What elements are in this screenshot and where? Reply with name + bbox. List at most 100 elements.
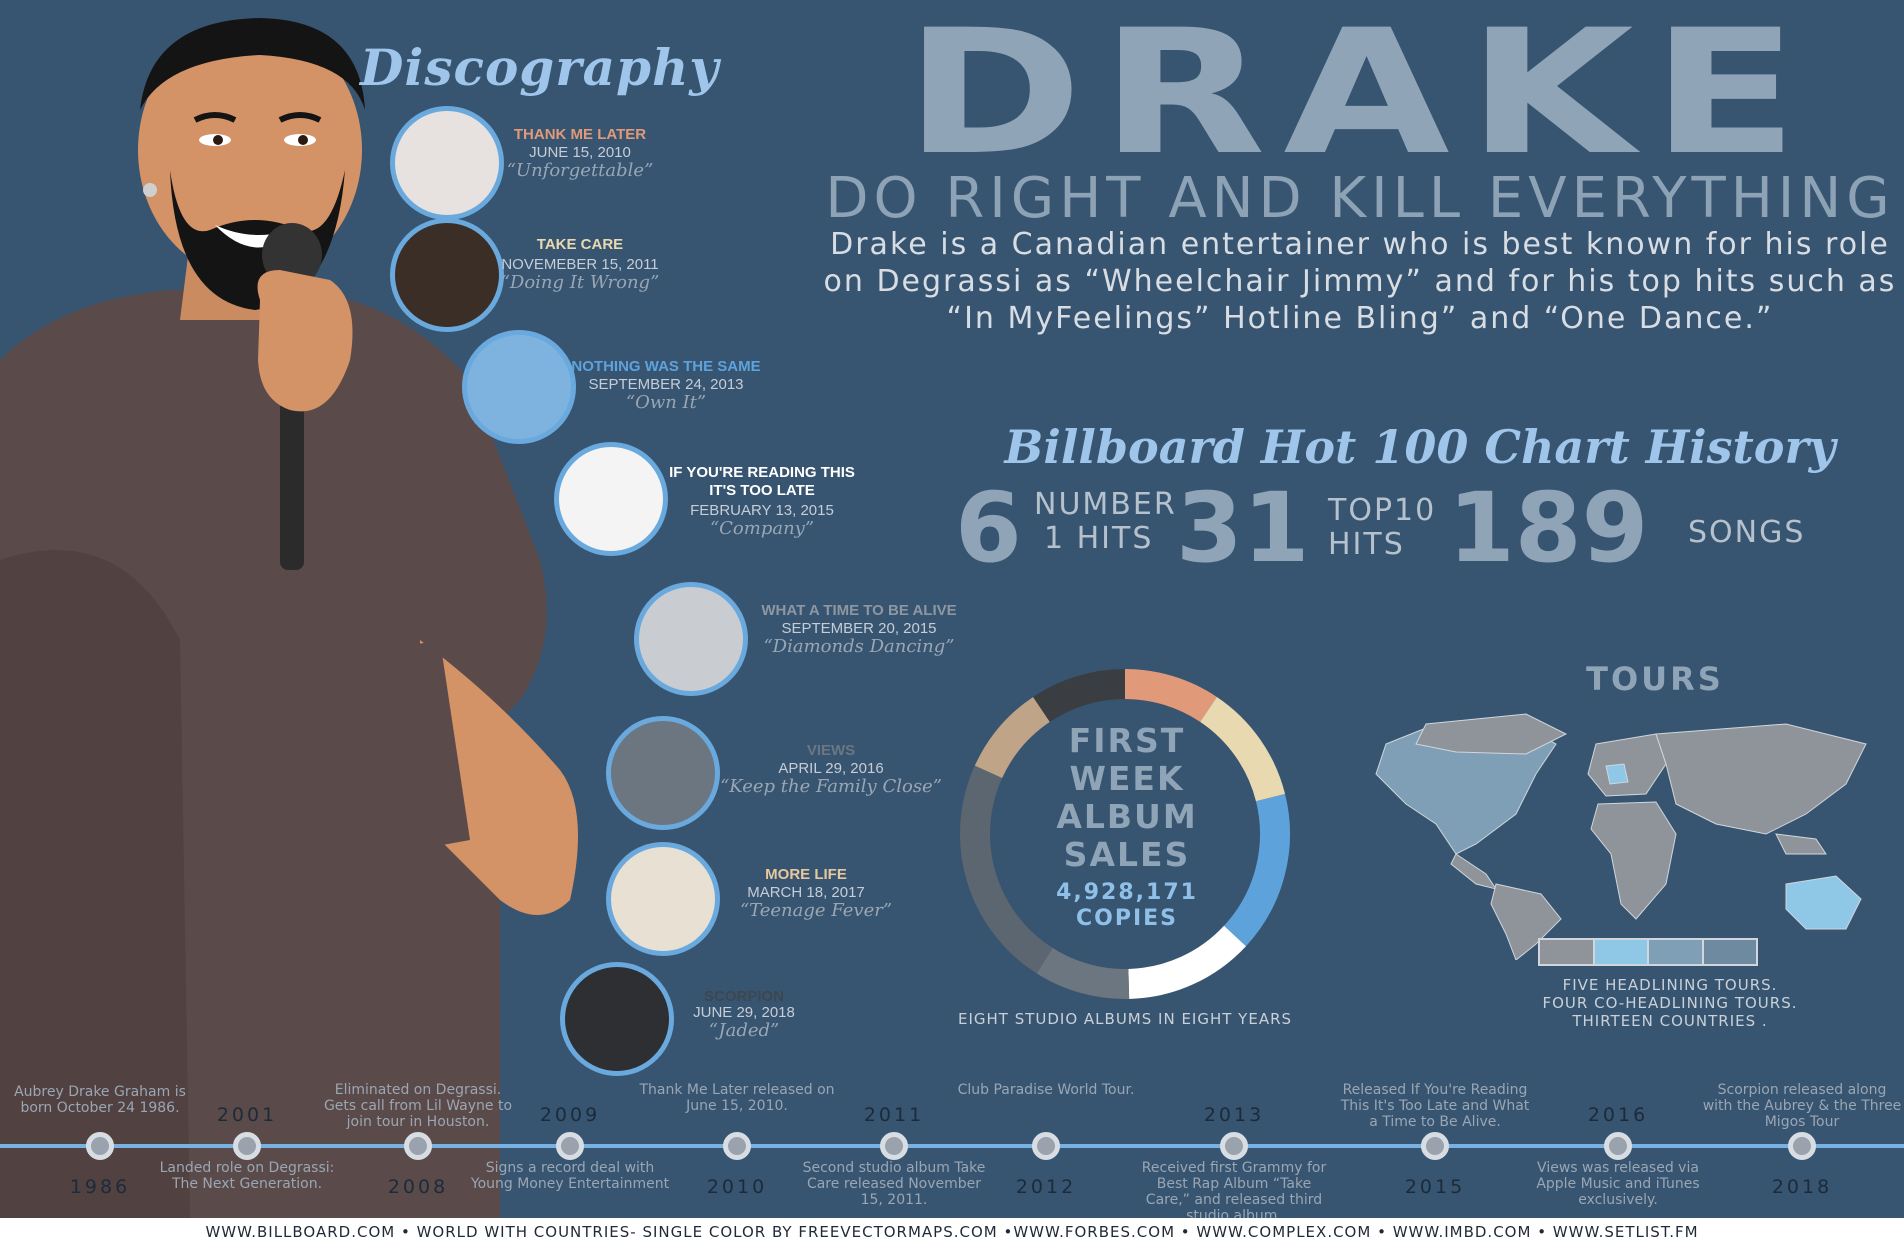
ring-segment xyxy=(960,765,1053,974)
legend-swatch xyxy=(1649,940,1704,964)
sales-total: 4,928,171 xyxy=(1056,880,1198,905)
top-ten-count: 31 xyxy=(1176,472,1310,584)
timeline-line xyxy=(0,1144,1904,1148)
album-title: WHAT A TIME TO BE ALIVE xyxy=(761,602,957,619)
australia xyxy=(1785,875,1862,930)
timeline-event: Received first Grammy for Best Rap Album… xyxy=(1141,1160,1327,1224)
legend-swatch xyxy=(1540,940,1595,964)
sales-heading: FIRST WEEK ALBUM SALES xyxy=(1030,722,1224,874)
albums-caption: EIGHT STUDIO ALBUMS IN EIGHT YEARS xyxy=(957,1010,1293,1028)
album-date: FEBRUARY 13, 2015 xyxy=(690,502,834,519)
album-song: “Unforgettable” xyxy=(506,160,654,181)
south-america xyxy=(1490,883,1562,960)
timeline-dot xyxy=(880,1132,908,1160)
sales-heading-line: ALBUM xyxy=(1056,797,1198,836)
timeline-event: Aubrey Drake Graham is born October 24 1… xyxy=(14,1084,186,1116)
timeline-year: 2009 xyxy=(539,1104,601,1126)
legend-swatch xyxy=(1703,940,1756,964)
bio: Drake is a Canadian entertainer who is b… xyxy=(820,226,1900,337)
footer-sources: WWW.BILLBOARD.COM • WORLD WITH COUNTRIES… xyxy=(0,1218,1904,1246)
timeline-event: Landed role on Degrassi: The Next Genera… xyxy=(159,1160,335,1192)
africa xyxy=(1590,801,1677,920)
sales-ring-chart xyxy=(960,669,1290,999)
album-song: “Doing It Wrong” xyxy=(500,272,660,293)
timeline-event: Second studio album Take Care released N… xyxy=(802,1160,986,1208)
timeline-dot xyxy=(233,1132,261,1160)
timeline-year: 2018 xyxy=(1771,1176,1833,1198)
timeline-dot xyxy=(1032,1132,1060,1160)
discography-title: Discography xyxy=(360,38,720,97)
album-title: TAKE CARE xyxy=(536,236,624,253)
timeline-year: 1986 xyxy=(69,1176,131,1198)
timeline-year: 2012 xyxy=(1015,1176,1077,1198)
ring-segment xyxy=(1124,669,1217,723)
songs-label: SONGS xyxy=(1688,515,1806,550)
ring-segment xyxy=(1223,793,1290,947)
album-date: APRIL 29, 2016 xyxy=(778,760,884,777)
album-cover xyxy=(462,330,576,444)
timeline-year: 2015 xyxy=(1404,1176,1466,1198)
timeline-event: Club Paradise World Tour. xyxy=(957,1082,1135,1098)
album-date: SEPTEMBER 24, 2013 xyxy=(588,376,744,393)
billboard-title: Billboard Hot 100 Chart History xyxy=(1004,420,1836,474)
album-date: MARCH 18, 2017 xyxy=(747,884,865,901)
timeline-dot xyxy=(1604,1132,1632,1160)
album-cover xyxy=(390,106,504,220)
number-one-label-line: 1 HITS xyxy=(1044,521,1154,556)
album-cover xyxy=(560,962,674,1076)
ring-segment xyxy=(1033,669,1126,723)
album-date: JUNE 15, 2010 xyxy=(529,144,631,161)
number-one-label: NUMBER 1 HITS xyxy=(1034,488,1177,556)
bio-line: “In MyFeelings” Hotline Bling” and “One … xyxy=(946,301,1774,336)
timeline-dot xyxy=(1220,1132,1248,1160)
album-title: IF YOU'RE READING THIS IT'S TOO LATE xyxy=(669,464,855,499)
timeline-event: Views was released via Apple Music and i… xyxy=(1536,1160,1700,1208)
songs-count: 189 xyxy=(1448,472,1649,584)
bio-line: on Degrassi as “Wheelchair Jimmy” and fo… xyxy=(823,264,1897,299)
timeline-year: 2008 xyxy=(387,1176,449,1198)
album-title: VIEWS xyxy=(806,742,856,759)
drake-illustration xyxy=(0,18,578,1218)
tagline: DO RIGHT AND KILL EVERYTHING xyxy=(825,166,1895,231)
album-cover xyxy=(606,842,720,956)
album-date: NOVEMEBER 15, 2011 xyxy=(501,256,659,273)
album-cover xyxy=(634,582,748,696)
ring-segment xyxy=(1199,696,1286,802)
timeline-dot xyxy=(86,1132,114,1160)
album-title: SCORPION xyxy=(703,988,784,1005)
album-title: NOTHING WAS THE SAME xyxy=(571,358,761,375)
ring-segment xyxy=(1128,925,1246,999)
timeline-dot xyxy=(556,1132,584,1160)
tours-line: FIVE HEADLINING TOURS. xyxy=(1562,976,1778,994)
album-song: “Teenage Fever” xyxy=(739,900,893,921)
album-song: “Keep the Family Close” xyxy=(720,776,942,797)
album-song: “Company” xyxy=(709,518,815,539)
album-title: MORE LIFE xyxy=(765,866,847,883)
top-ten-label: TOP10 HITS xyxy=(1328,494,1436,562)
sales-heading-line: WEEK xyxy=(1069,759,1185,798)
bio-line: Drake is a Canadian entertainer who is b… xyxy=(830,227,1890,262)
timeline-dot xyxy=(1788,1132,1816,1160)
sales-unit: COPIES xyxy=(1075,906,1179,931)
timeline-event: Eliminated on Degrassi. Gets call from L… xyxy=(323,1082,513,1130)
top-ten-label-line: TOP10 xyxy=(1328,493,1437,528)
timeline-event: Released If You're Reading This It's Too… xyxy=(1340,1082,1530,1130)
timeline-event: Scorpion released along with the Aubrey … xyxy=(1702,1082,1902,1130)
number-one-count: 6 xyxy=(955,472,1022,584)
timeline-year: 2011 xyxy=(863,1104,925,1126)
timeline-dot xyxy=(723,1132,751,1160)
timeline-year: 2013 xyxy=(1203,1104,1265,1126)
number-one-label-line: NUMBER xyxy=(1034,487,1177,522)
album-cover xyxy=(554,442,668,556)
artist-name: DRAKE xyxy=(904,0,1816,193)
sales-heading-line: SALES xyxy=(1063,835,1191,874)
tours-title: TOURS xyxy=(1586,660,1724,698)
album-title: THANK ME LATER xyxy=(513,126,647,143)
world-map xyxy=(1375,713,1867,960)
asia xyxy=(1655,723,1867,855)
album-cover xyxy=(606,716,720,830)
legend-swatch xyxy=(1594,940,1649,964)
timeline-dot xyxy=(404,1132,432,1160)
timeline-dot xyxy=(1421,1132,1449,1160)
